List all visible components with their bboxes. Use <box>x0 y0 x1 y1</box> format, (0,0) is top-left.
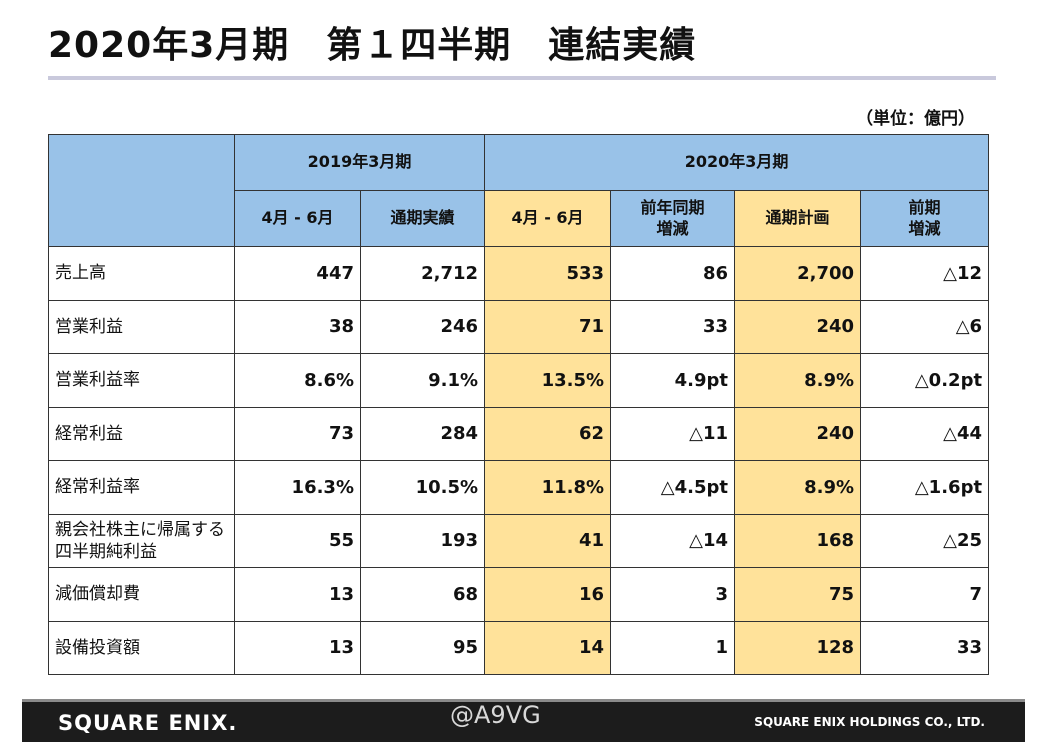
table-cell: 8.9% <box>734 353 862 408</box>
table-cell: △25 <box>860 513 990 568</box>
table-row: 営業利益 38 246 71 33 240 △6 <box>48 299 990 354</box>
table-cell: 55 <box>234 513 361 568</box>
unit-label: （単位：億円） <box>856 109 975 129</box>
table-row: 売上高 447 2,712 533 86 2,700 △12 <box>48 246 990 301</box>
title-divider <box>48 76 996 80</box>
table-cell: 3 <box>610 567 736 622</box>
row-label: 経常利益 <box>48 406 235 461</box>
table-cell: 13.5% <box>484 353 612 408</box>
table-cell: 168 <box>734 513 862 568</box>
company-name: SQUARE ENIX HOLDINGS CO., LTD. <box>754 715 985 729</box>
table-cell: 9.1% <box>359 353 486 408</box>
results-table: 2019年3月期 2020年3月期 4月 - 6月 通期実績 4月 - 6月 前年同期… <box>48 134 990 675</box>
row-label: 設備投資額 <box>48 620 235 675</box>
table-cell: △1.6pt <box>860 460 990 515</box>
table-cell: 33 <box>860 620 990 675</box>
sub-header-3: 前年同期 増減 <box>610 190 736 247</box>
table-row: 親会社株主に帰属する 四半期純利益 55 193 41 △14 168 △25 <box>48 513 990 568</box>
table-cell: △0.2pt <box>860 353 990 408</box>
table-cell: 11.8% <box>484 460 612 515</box>
square-enix-logo: SQUARE ENIX. <box>58 711 238 735</box>
header-corner <box>48 134 235 247</box>
table-cell: △6 <box>860 299 990 354</box>
table-row: 設備投資額 13 95 14 1 128 33 <box>48 620 990 675</box>
group-header-fy2019: 2019年3月期 <box>233 134 486 191</box>
table-cell: 10.5% <box>359 460 486 515</box>
row-label: 経常利益率 <box>48 460 235 515</box>
table-cell: 533 <box>484 246 612 301</box>
table-cell: 33 <box>610 299 736 354</box>
table-cell: 75 <box>734 567 862 622</box>
sub-header-1: 通期実績 <box>359 190 486 247</box>
table-cell: 8.6% <box>234 353 361 408</box>
table-row: 経常利益率 16.3% 10.5% 11.8% △4.5pt 8.9% △1.6pt <box>48 460 990 515</box>
table-cell: 95 <box>359 620 486 675</box>
table-cell: 41 <box>484 513 612 568</box>
page-title: 2020年3月期 第１四半期 連結実績 <box>48 25 697 66</box>
table-cell: 246 <box>359 299 486 354</box>
table-cell: 73 <box>234 406 361 461</box>
sub-header-5: 前期 増減 <box>860 190 990 247</box>
table-cell: 68 <box>359 567 486 622</box>
table-cell: 71 <box>484 299 612 354</box>
table-cell: 16.3% <box>234 460 361 515</box>
row-label: 営業利益 <box>48 299 235 354</box>
row-label: 親会社株主に帰属する 四半期純利益 <box>48 513 235 568</box>
sub-header-4: 通期計画 <box>734 190 862 247</box>
table-row: 経常利益 73 284 62 △11 240 △44 <box>48 406 990 461</box>
table-cell: 13 <box>234 567 361 622</box>
table-cell: 1 <box>610 620 736 675</box>
group-header-fy2020: 2020年3月期 <box>484 134 990 191</box>
table-cell: △11 <box>610 406 736 461</box>
table-cell: 8.9% <box>734 460 862 515</box>
table-cell: 284 <box>359 406 486 461</box>
table-cell: 16 <box>484 567 612 622</box>
table-cell: 7 <box>860 567 990 622</box>
sub-header-0: 4月 - 6月 <box>234 190 361 247</box>
watermark: @A9VG <box>450 701 541 729</box>
row-label: 減価償却費 <box>48 567 235 622</box>
table-cell: 4.9pt <box>610 353 736 408</box>
table-cell: 240 <box>734 299 862 354</box>
row-label: 営業利益率 <box>48 353 235 408</box>
table-cell: 62 <box>484 406 612 461</box>
table-cell: 2,700 <box>734 246 862 301</box>
table-cell: △4.5pt <box>610 460 736 515</box>
table-row: 減価償却費 13 68 16 3 75 7 <box>48 567 990 622</box>
table-cell: 38 <box>234 299 361 354</box>
row-label: 売上高 <box>48 246 235 301</box>
table-cell: 14 <box>484 620 612 675</box>
table-cell: 128 <box>734 620 862 675</box>
sub-header-2: 4月 - 6月 <box>484 190 612 247</box>
table-cell: 193 <box>359 513 486 568</box>
table-cell: △12 <box>860 246 990 301</box>
table-cell: 2,712 <box>359 246 486 301</box>
table-cell: 447 <box>234 246 361 301</box>
table-cell: △44 <box>860 406 990 461</box>
table-cell: 86 <box>610 246 736 301</box>
table-cell: 13 <box>234 620 361 675</box>
table-cell: △14 <box>610 513 736 568</box>
table-row: 営業利益率 8.6% 9.1% 13.5% 4.9pt 8.9% △0.2pt <box>48 353 990 408</box>
footer-bar: SQUARE ENIX. SQUARE ENIX HOLDINGS CO., L… <box>22 699 1025 742</box>
table-cell: 240 <box>734 406 862 461</box>
